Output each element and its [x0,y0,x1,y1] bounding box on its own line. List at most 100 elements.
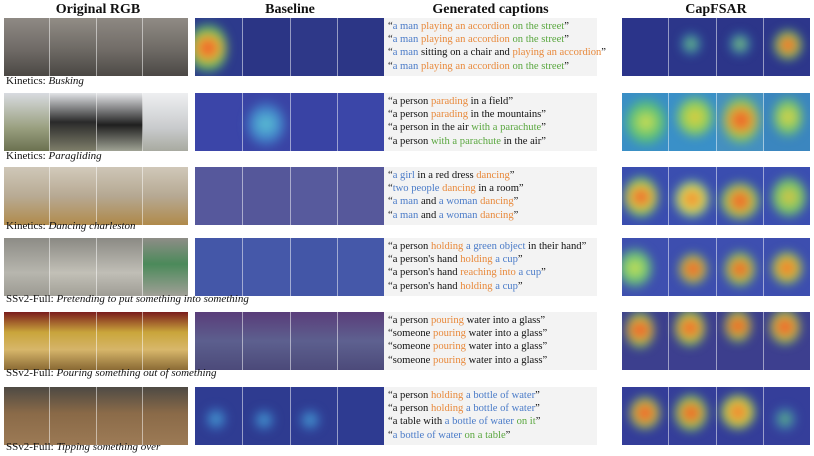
caption-segment: a woman [438,196,478,208]
video-frame [50,18,97,76]
video-frame [142,18,188,76]
caption-segment: playing an accordion [420,34,510,46]
caption-line: “a person holding a bottle of water” [388,389,593,402]
attention-frame [242,387,291,445]
video-frame [50,93,97,151]
attention-frame [763,93,810,151]
example-row-dancing-charleston: “ a girl in a red dress dancing” “two peop… [0,167,814,237]
attention-frame [716,312,764,370]
caption-segment: “someone [388,341,434,353]
capfsar-attention-frames [622,18,810,76]
caption-segment: in the air” [500,135,546,147]
rgb-frames [4,238,188,296]
caption-segment: pouring [433,341,466,353]
caption-segment: a man [392,196,419,208]
caption-segment: “a person [388,109,431,121]
video-frame [142,238,188,296]
caption-line: “a person's hand holding a cup” [388,253,593,266]
attention-frame [195,18,243,76]
baseline-attention-frames [195,312,385,370]
attention-frame [290,167,339,225]
header-capfsar: CapFSAR [685,2,747,17]
caption-box: “a person pouring water into a glass” “so… [384,312,597,370]
attention-frame [669,18,717,76]
attention-frame [669,167,717,225]
caption-box: “a man playing an accordion on the stree… [384,18,606,76]
caption-segment: water into a glass” [465,328,548,340]
header-generated-captions: Generated captions [432,2,549,17]
caption-segment: ” [517,280,523,292]
attention-frame [195,387,243,445]
attention-frame [290,387,339,445]
attention-frame [242,93,291,151]
caption-segment: in a red dress [414,170,477,181]
attention-frame [290,312,339,370]
caption-segment: with a parachute [471,122,542,134]
caption-segment: “ [388,47,393,59]
caption-segment: a man [392,34,419,46]
baseline-attention-frames [195,238,385,296]
caption-segment: ” [513,209,519,221]
rgb-frames [4,18,188,76]
caption-segment: sitting on a chair and [418,47,513,59]
caption-segment: “ [388,196,393,208]
caption-segment: dancing [480,196,514,208]
caption-segment: a man [392,60,419,72]
attention-frame [242,312,291,370]
baseline-attention-frames [195,18,385,76]
caption-line: “a man and a woman dancing” [388,209,593,222]
caption-line: “a man playing an accordion on the stree… [388,33,593,46]
caption-segment: two people [392,183,440,195]
example-label: Kinetics: Paragliding [6,150,102,162]
caption-segment: on the street [512,21,565,32]
example-row-pouring: “a person pouring water into a glass” “so… [0,312,814,382]
caption-segment: pouring [433,354,466,366]
attention-frame [716,93,764,151]
attention-frame [290,238,339,296]
caption-segment: “a person [388,241,431,252]
caption-segment: on it [516,416,536,428]
caption-segment: “ [388,429,393,441]
caption-segment: ” [505,429,511,441]
caption-segment: “a person [388,315,431,326]
attention-frame [338,93,385,151]
attention-frame [338,167,385,225]
rgb-frames [4,167,188,225]
example-label: SSv2-Full: Tipping something over [6,441,161,453]
caption-segment: in the mountains” [468,109,546,121]
caption-segment: water into a glass” [465,341,548,353]
caption-line: “someone pouring water into a glass” [388,340,593,353]
video-frame [4,312,51,370]
example-row-paragliding: “a person parading in a field” “a person … [0,93,814,163]
caption-segment: a girl [392,170,415,181]
caption-segment: “ [388,183,393,195]
attention-frame [763,167,810,225]
caption-segment: on a table [464,429,506,441]
capfsar-attention-frames [622,167,810,225]
caption-segment: water into a glass” [463,315,546,326]
caption-segment: “a person [388,96,431,107]
attention-frame [338,387,385,445]
attention-frame [195,93,243,151]
caption-segment: “ [388,34,393,46]
caption-segment: ” [564,21,569,32]
capfsar-attention-frames [622,93,810,151]
caption-segment: holding [430,241,464,252]
video-frame [50,167,97,225]
caption-segment: parading [430,96,469,107]
attention-frame [622,93,670,151]
caption-segment: a man [392,47,419,59]
video-frame [96,387,143,445]
attention-frame [242,18,291,76]
header-baseline: Baseline [265,2,315,17]
attention-frame [338,312,385,370]
example-label: Kinetics: Dancing charleston [6,220,136,232]
attention-frame [669,312,717,370]
caption-segment: ” [513,196,519,208]
attention-frame [242,167,291,225]
capfsar-attention-frames [622,238,810,296]
caption-segment: a cup [518,267,542,279]
caption-box: “a person holding a green object in thei… [384,238,597,296]
caption-segment: reaching into [460,267,516,279]
caption-segment: ” [541,122,546,134]
